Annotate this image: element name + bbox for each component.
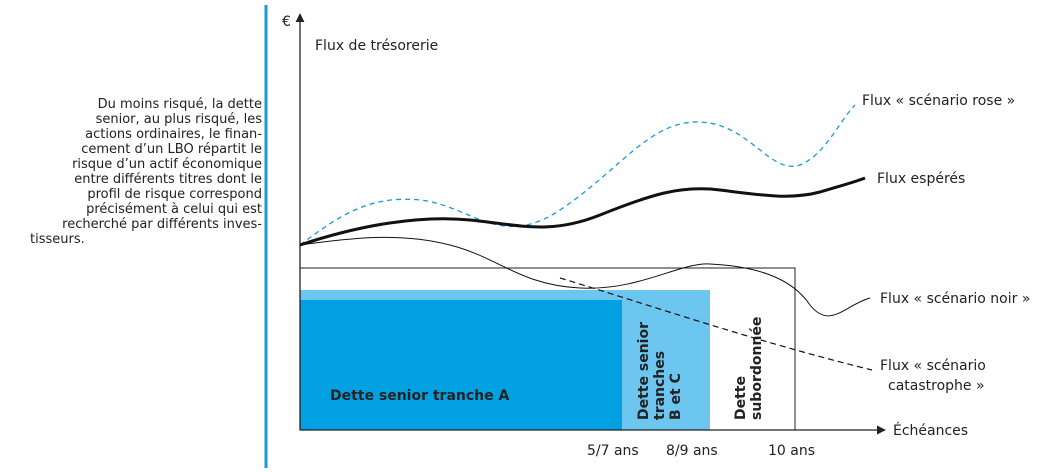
x-tick-label: 5/7 ans [587,443,639,459]
noir-label: Flux « scénario noir » [880,291,1030,307]
catastrophe-label: catastrophe » [888,378,985,394]
label-line: B et C [668,373,684,420]
rose-curve [299,104,856,246]
expected-curve [299,176,866,247]
label-line: tranches [652,351,668,420]
subordinated-label: Dette subordonnée [733,317,765,420]
sidebar-line: précisément à celui qui est [86,202,262,217]
tranche-a-block [300,300,622,430]
label-line: subordonnée [749,317,765,420]
x-tick-label: 10 ans [768,443,815,459]
sidebar-line: entre différents titres dont le [74,172,262,187]
sidebar-line: tisseurs. [30,232,85,247]
sidebar-line: profil de risque correspond [87,187,262,202]
catastrophe-curve [559,277,873,371]
sidebar-line: Du moins risqué, la dette [98,97,262,112]
y-label: Flux de trésorerie [315,38,438,54]
sidebar: Du moins risqué, la dette senior, au plu… [30,97,262,247]
label-line: Dette senior [636,322,652,420]
sidebar-line: senior, au plus risqué, les [96,112,263,127]
sidebar-line: recherché par différents inves- [62,217,262,232]
sidebar-line: actions ordinaires, le finan- [85,127,262,142]
tranches-bc-label: Dette senior tranches B et C [636,322,684,420]
tranche-a-label: Dette senior tranche A [330,388,510,404]
rose-label: Flux « scénario rose » [862,93,1015,109]
sidebar-line: risque d’un actif économique [72,157,262,172]
sidebar-line: cement d’un LBO répartit le [81,142,262,157]
x-tick-label: 8/9 ans [666,443,718,459]
noir-curve [299,236,871,317]
expected-label: Flux espérés [877,171,965,187]
x-label: Échéances [893,422,968,439]
catastrophe-label: Flux « scénario [880,358,986,374]
label-line: Dette [733,376,749,420]
y-unit: € [282,14,291,30]
